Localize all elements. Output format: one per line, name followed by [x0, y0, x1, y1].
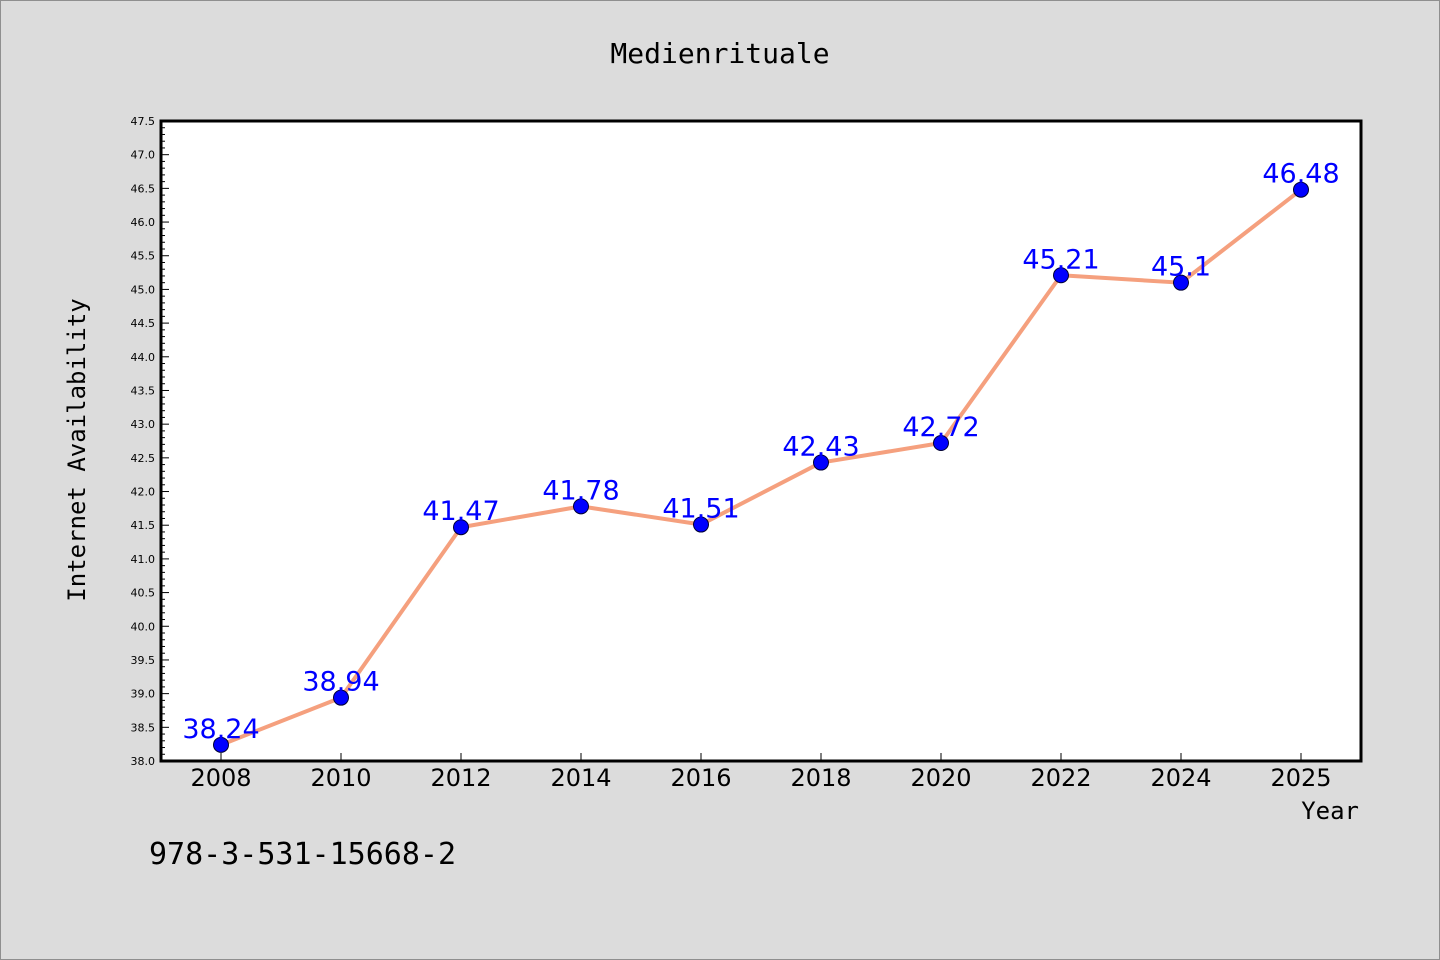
- y-tick-label: 38.5: [131, 721, 156, 734]
- data-label: 42.43: [782, 432, 859, 463]
- chart-title: Medienrituale: [610, 37, 829, 70]
- data-label: 41.78: [542, 475, 619, 506]
- y-tick-label: 44.0: [131, 351, 156, 364]
- y-tick-label: 41.0: [131, 553, 156, 566]
- y-tick-label: 38.0: [131, 755, 156, 768]
- footer-text: 978-3-531-15668-2: [149, 837, 456, 872]
- y-tick-label: 46.0: [131, 216, 156, 229]
- y-tick-label: 42.5: [131, 452, 156, 465]
- y-tick-label: 44.5: [131, 317, 156, 330]
- data-label: 45.1: [1151, 252, 1211, 283]
- data-point: [1173, 274, 1189, 291]
- x-tick-label: 2014: [550, 764, 611, 792]
- data-point: [813, 454, 829, 471]
- data-label: 45.21: [1022, 244, 1099, 275]
- y-tick-label: 41.5: [131, 519, 156, 532]
- x-tick-label: 2018: [790, 764, 851, 792]
- data-label: 42.72: [902, 412, 979, 443]
- data-label: 46.48: [1262, 159, 1339, 190]
- data-point: [1293, 181, 1309, 198]
- y-tick-label: 46.5: [131, 182, 156, 195]
- y-tick-label: 42.0: [131, 486, 156, 499]
- data-label: 41.47: [422, 496, 499, 527]
- x-tick-label: 2012: [430, 764, 491, 792]
- data-label: 38.24: [182, 714, 259, 745]
- x-axis-label: Year: [1301, 797, 1359, 825]
- y-tick-label: 47.0: [131, 149, 156, 162]
- data-label: 41.51: [662, 494, 739, 525]
- y-tick-label: 40.0: [131, 620, 156, 633]
- x-tick-label: 2022: [1030, 764, 1091, 792]
- y-tick-label: 45.5: [131, 250, 156, 263]
- plot-area: [161, 121, 1361, 761]
- y-tick-label: 43.0: [131, 418, 156, 431]
- data-point: [453, 519, 469, 536]
- y-tick-label: 43.5: [131, 384, 156, 397]
- x-tick-label: 2020: [910, 764, 971, 792]
- data-point: [1053, 267, 1069, 284]
- data-label: 38.94: [302, 667, 379, 698]
- y-tick-label: 47.5: [131, 115, 156, 128]
- y-tick-label: 39.0: [131, 688, 156, 701]
- data-point: [933, 435, 949, 452]
- x-tick-label: 2008: [190, 764, 251, 792]
- y-tick-label: 40.5: [131, 587, 156, 600]
- x-tick-label: 2010: [310, 764, 371, 792]
- x-tick-label: 2025: [1270, 764, 1331, 792]
- data-point: [573, 498, 589, 515]
- data-point: [333, 689, 349, 706]
- y-axis-label: Internet Availability: [63, 298, 91, 601]
- y-tick-label: 39.5: [131, 654, 156, 667]
- data-point: [213, 736, 229, 753]
- data-point: [693, 516, 709, 533]
- series-line: [219, 187, 1303, 747]
- plot-frame: [159, 119, 1363, 763]
- y-tick-label: 45.0: [131, 283, 156, 296]
- x-tick-label: 2024: [1150, 764, 1211, 792]
- x-tick-label: 2016: [670, 764, 731, 792]
